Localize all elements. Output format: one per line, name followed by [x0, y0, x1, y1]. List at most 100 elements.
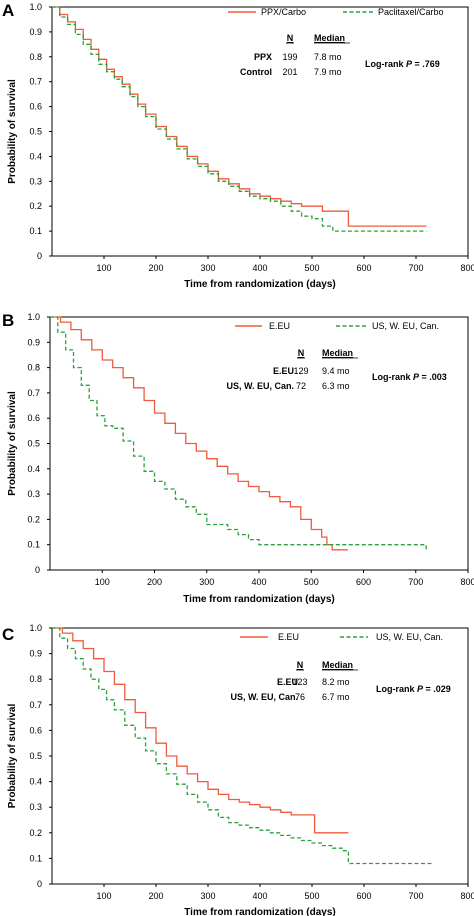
y-tick-label: 0.7 — [27, 388, 40, 398]
table-header-median: Median — [322, 660, 353, 670]
table-row-median: 6.7 mo — [322, 692, 350, 702]
y-tick-label: 0.6 — [27, 413, 40, 423]
table-row-n: 76 — [295, 692, 305, 702]
y-tick-label: 0.1 — [29, 853, 42, 863]
panel-label: B — [2, 311, 14, 330]
table-header-n: N — [297, 660, 304, 670]
y-tick-label: 0.4 — [29, 151, 42, 161]
table-row-median: 6.3 mo — [322, 381, 350, 391]
plot-frame — [49, 316, 469, 571]
x-tick-label: 600 — [356, 263, 371, 273]
table-row-median: 9.4 mo — [322, 366, 350, 376]
km-panel-c: C 0 0.1 0.2 0.3 0.4 0.5 0.6 0.7 0.8 0.9 1.0 100 200 30… — [2, 623, 474, 916]
legend-label: PPX/Carbo — [261, 7, 306, 17]
plot-frame — [51, 6, 469, 257]
x-axis-label: Time from randomization (days) — [183, 594, 335, 605]
y-tick-label: 0.7 — [29, 77, 42, 87]
y-tick-label: 0.3 — [27, 489, 40, 499]
survival-curve-solid — [52, 627, 349, 834]
y-tick-label: 0.5 — [27, 439, 40, 449]
y-tick-label: 0.5 — [29, 127, 42, 137]
log-rank-annotation: Log-rank P = .029 — [376, 684, 451, 694]
x-tick-label: 100 — [96, 891, 111, 901]
y-tick-label: 0.8 — [29, 674, 42, 684]
legend-label: E.EU — [278, 632, 299, 642]
y-tick-label: 0.7 — [29, 700, 42, 710]
y-axis-label: Probability of survival — [7, 391, 18, 496]
log-rank-annotation: Log-rank P = .003 — [372, 372, 447, 382]
x-tick-label: 400 — [251, 577, 266, 587]
x-tick-label: 400 — [252, 891, 267, 901]
x-tick-label: 700 — [408, 577, 423, 587]
y-tick-label: 0.4 — [29, 777, 42, 787]
y-tick-label: 1.0 — [29, 2, 42, 12]
table-header-n: N — [287, 33, 294, 43]
x-tick-label: 300 — [200, 891, 215, 901]
table-row-label: E.EU — [277, 677, 298, 687]
table-header-median: Median — [322, 348, 353, 358]
x-tick-label: 200 — [147, 577, 162, 587]
y-tick-label: 0.6 — [29, 102, 42, 112]
x-tick-label: 700 — [408, 891, 423, 901]
km-panel-b: B 0 0.1 0.2 0.3 0.4 0.5 0.6 0.7 0.8 0.9 1.0 100 200 30… — [2, 311, 474, 605]
y-axis-label: Probability of survival — [7, 704, 18, 809]
panel-label: C — [2, 625, 14, 644]
legend-label: US, W. EU, Can. — [376, 632, 443, 642]
table-row-n: 199 — [282, 52, 297, 62]
log-rank-annotation: Log-rank P = .769 — [365, 59, 440, 69]
x-tick-label: 200 — [148, 891, 163, 901]
table-row-median: 8.2 mo — [322, 677, 350, 687]
table-row-label: PPX — [254, 52, 272, 62]
y-tick-label: 1.0 — [27, 312, 40, 322]
survival-curve-dashed — [52, 6, 427, 232]
y-tick-label: 0.4 — [27, 464, 40, 474]
table-row-n: 72 — [296, 381, 306, 391]
y-tick-label: 0.9 — [27, 337, 40, 347]
x-tick-label: 500 — [304, 891, 319, 901]
y-tick-label: 0.1 — [29, 226, 42, 236]
y-tick-label: 0.6 — [29, 725, 42, 735]
x-axis-label: Time from randomization (days) — [184, 279, 336, 290]
x-tick-label: 100 — [96, 263, 111, 273]
survival-curve-solid — [52, 6, 427, 227]
legend-label: E.EU — [269, 321, 290, 331]
y-tick-label: 0.2 — [29, 201, 42, 211]
y-tick-label: 0.9 — [29, 27, 42, 37]
x-tick-label: 600 — [356, 577, 371, 587]
x-tick-label: 300 — [199, 577, 214, 587]
y-tick-label: 0.8 — [29, 52, 42, 62]
x-tick-label: 200 — [148, 263, 163, 273]
y-tick-label: 0 — [35, 565, 40, 575]
table-header-median: Median — [314, 33, 345, 43]
x-tick-label: 100 — [95, 577, 110, 587]
survival-curve-dashed — [52, 627, 432, 865]
km-panel-a: A 0 0.1 0.2 0.3 0.4 0.5 0.6 0.7 0.8 0.9 1.0 100 200 30… — [2, 1, 474, 290]
table-row-label: US, W. EU, Can. — [230, 692, 298, 702]
table-row-label: Control — [240, 67, 272, 77]
x-tick-label: 500 — [304, 263, 319, 273]
survival-curve-solid — [50, 316, 348, 551]
x-tick-label: 600 — [356, 891, 371, 901]
y-tick-label: 0.2 — [29, 828, 42, 838]
table-row-median: 7.8 mo — [314, 52, 342, 62]
table-row-label: E.EU — [273, 366, 294, 376]
x-tick-label: 400 — [252, 263, 267, 273]
table-row-n: 123 — [292, 677, 307, 687]
x-axis-label: Time from randomization (days) — [184, 907, 336, 916]
y-tick-label: 0.3 — [29, 802, 42, 812]
table-row-n: 201 — [282, 67, 297, 77]
x-tick-label: 800 — [460, 577, 474, 587]
x-tick-label: 500 — [304, 577, 319, 587]
x-tick-label: 800 — [460, 263, 474, 273]
table-header-n: N — [298, 348, 305, 358]
table-row-median: 7.9 mo — [314, 67, 342, 77]
x-tick-label: 800 — [460, 891, 474, 901]
x-tick-label: 300 — [200, 263, 215, 273]
y-tick-label: 1.0 — [29, 623, 42, 633]
plot-frame — [51, 627, 469, 885]
legend-label: US, W. EU, Can. — [372, 321, 439, 331]
panel-label: A — [2, 1, 14, 20]
table-row-n: 129 — [293, 366, 308, 376]
y-tick-label: 0.1 — [27, 540, 40, 550]
survival-curve-dashed — [50, 316, 427, 550]
